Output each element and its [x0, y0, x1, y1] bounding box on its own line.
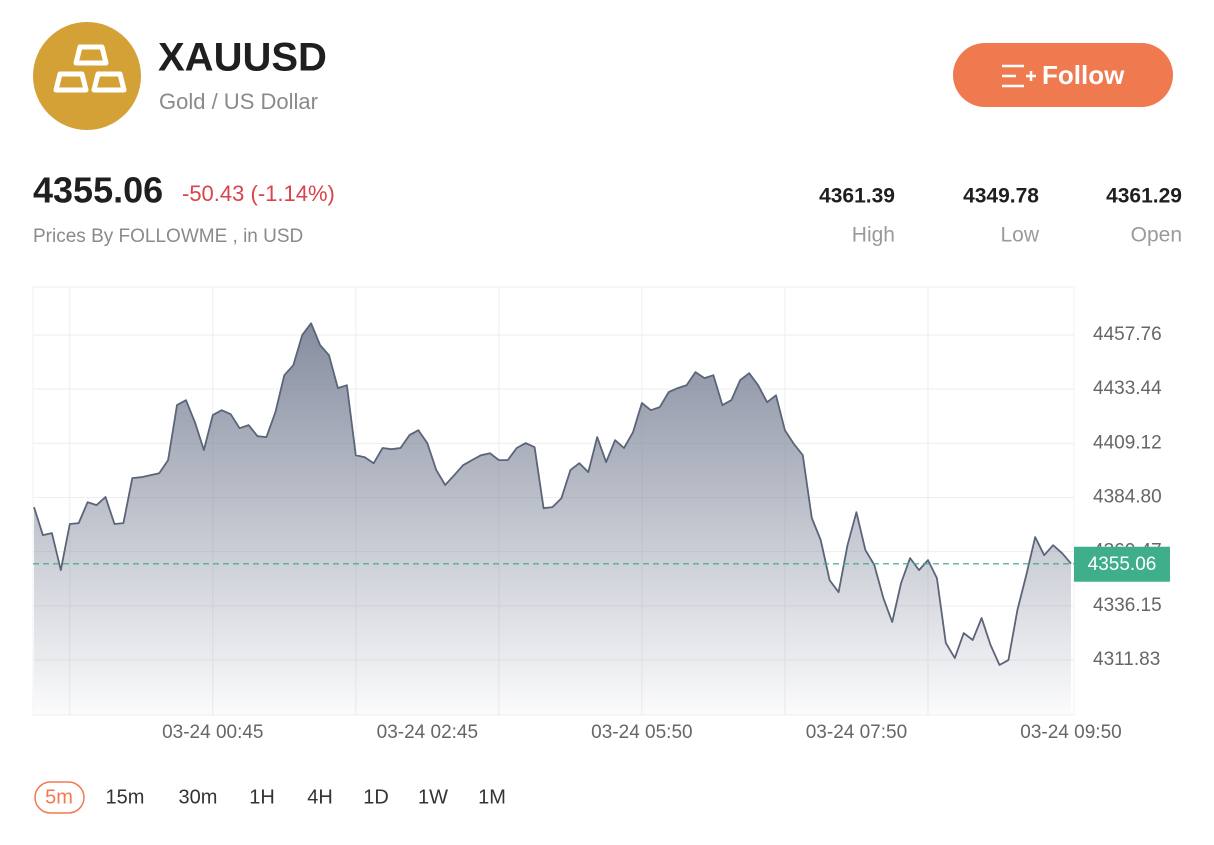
interval-button[interactable]: 1W [418, 786, 448, 808]
instrument-name: Gold / US Dollar [159, 89, 318, 114]
price-change: -50.43 (-1.14%) [182, 181, 335, 206]
interval-button[interactable]: 1H [249, 786, 275, 808]
logo [33, 22, 141, 130]
stat-label: High [852, 224, 895, 247]
price-tag-label: 4355.06 [1088, 554, 1157, 575]
x-tick-label: 03-24 02:45 [377, 722, 478, 743]
price: 4355.06 [33, 170, 163, 211]
symbol: XAUUSD [158, 36, 327, 80]
interval-button[interactable]: 4H [307, 786, 333, 808]
stat-value: 4361.39 [819, 185, 895, 208]
chart: 4311.834336.154360.474384.804409.124433.… [32, 286, 1170, 743]
x-tick-label: 03-24 05:50 [591, 722, 692, 743]
follow-button[interactable]: Follow [953, 43, 1173, 107]
price-tag [1074, 546, 1170, 582]
interval-selected[interactable] [34, 781, 85, 814]
stat-value: 4361.29 [1106, 185, 1182, 208]
interval-bar: 5m 15m 30m 1H 4H 1D 1W 1M [34, 781, 506, 814]
interval-button[interactable]: 5m [45, 786, 73, 808]
y-tick-label: 4336.15 [1093, 595, 1162, 616]
price-source: Prices By FOLLOWME , in USD [33, 226, 303, 247]
x-tick-label: 03-24 07:50 [806, 722, 907, 743]
x-tick-label: 03-24 09:50 [1020, 722, 1121, 743]
area [34, 323, 1071, 715]
y-tick-label: 4384.80 [1093, 487, 1162, 508]
interval-button[interactable]: 30m [179, 786, 218, 808]
stat-value: 4349.78 [963, 185, 1039, 208]
y-tick-label: 4311.83 [1093, 649, 1160, 670]
y-tick-label: 4409.12 [1093, 432, 1162, 453]
follow-label[interactable]: Follow [1042, 60, 1125, 90]
y-tick-label: 4457.76 [1093, 324, 1162, 345]
interval-button[interactable]: 1D [363, 786, 389, 808]
stat-label: Low [1000, 224, 1039, 247]
y-tick-label: 4433.44 [1093, 378, 1162, 399]
x-tick-label: 03-24 00:45 [162, 722, 263, 743]
interval-button[interactable]: 1M [478, 786, 506, 808]
interval-button[interactable]: 15m [106, 786, 145, 808]
line [33, 322, 1072, 666]
stat-label: Open [1131, 224, 1182, 247]
